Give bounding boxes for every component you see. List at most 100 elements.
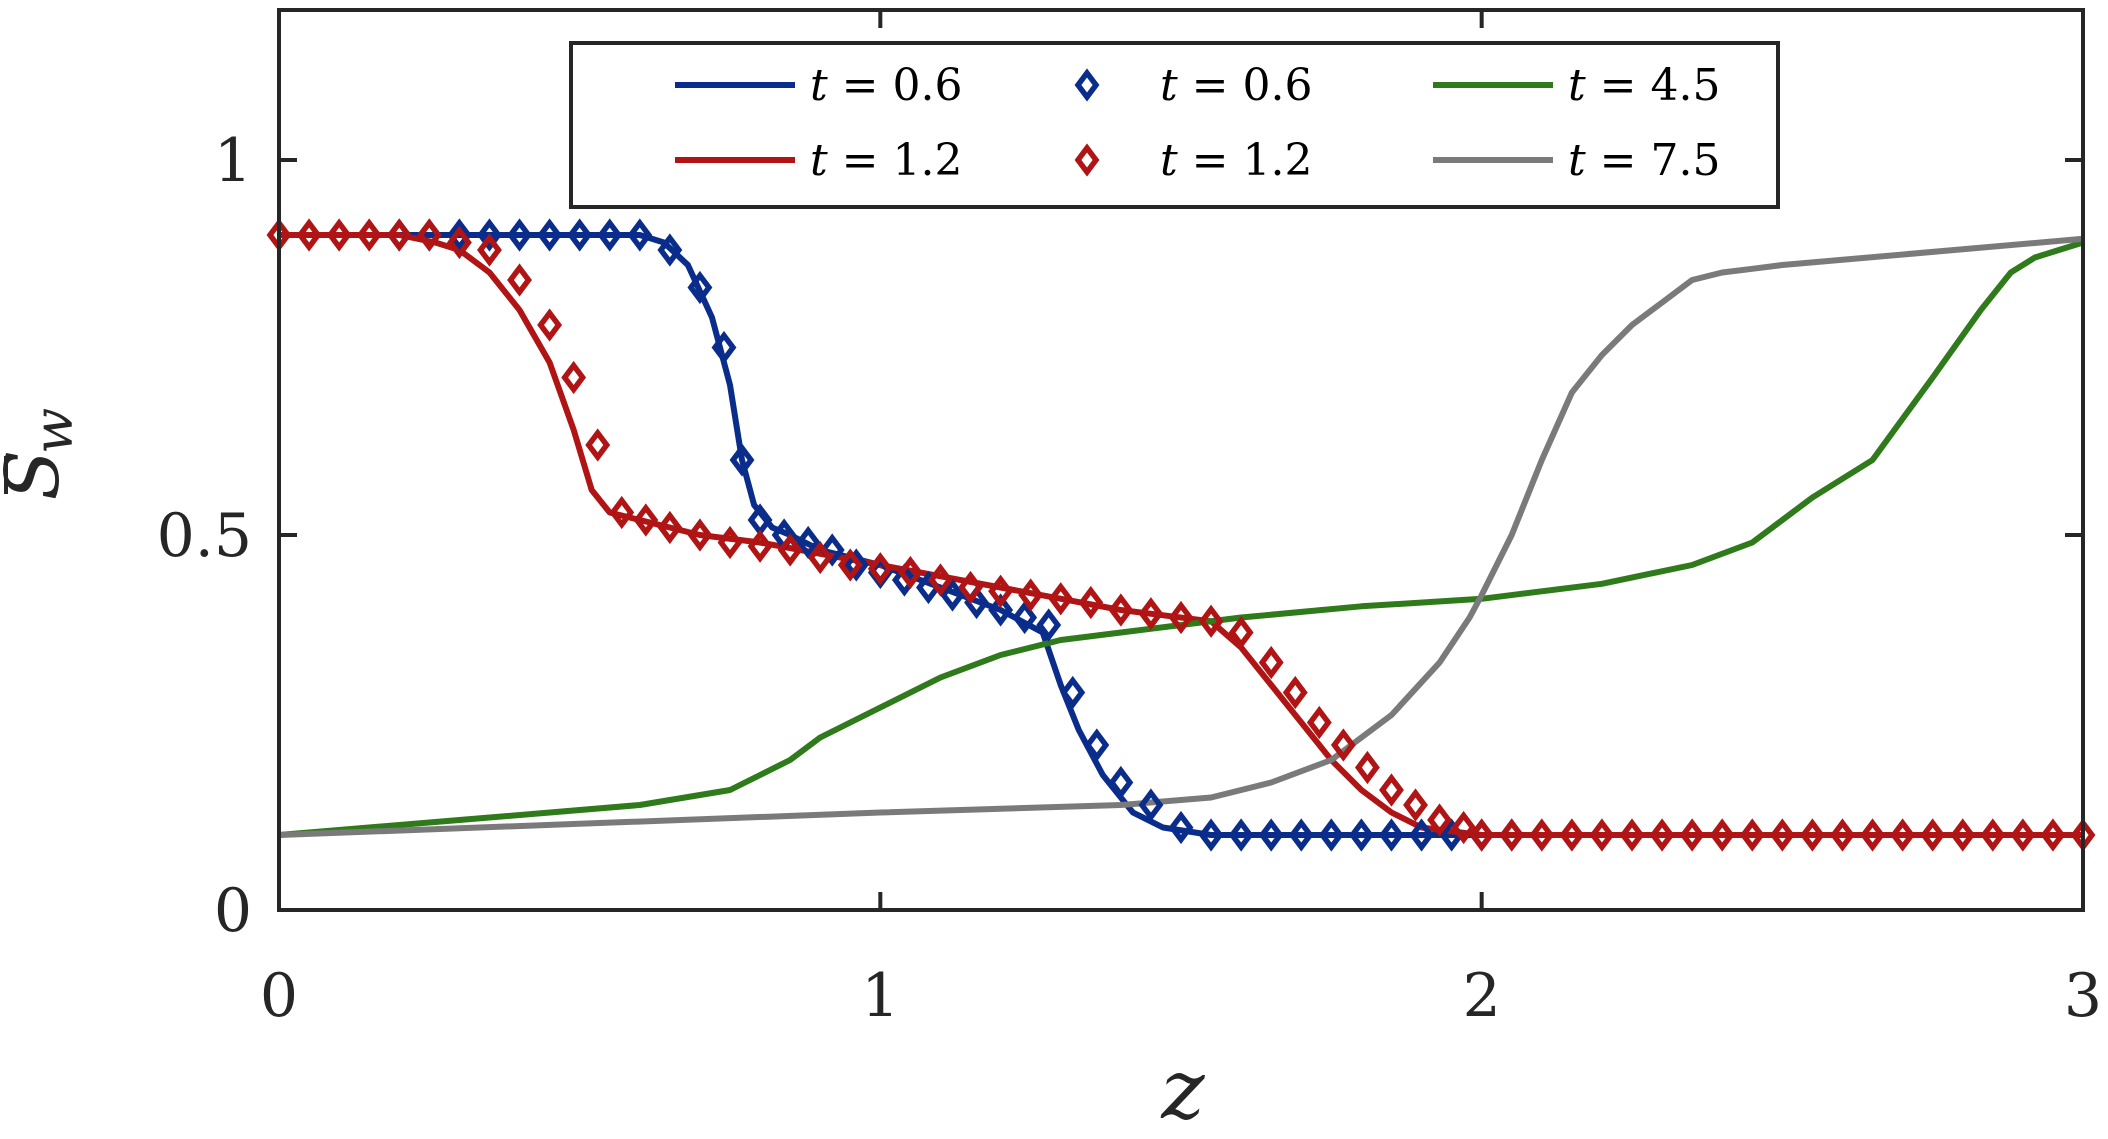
data-point (1318, 818, 1344, 852)
y-tick-label: 0 (214, 876, 252, 946)
data-point (795, 525, 821, 560)
data-point (507, 218, 532, 252)
data-point (1950, 818, 1976, 852)
data-point (1168, 810, 1194, 845)
data-point (1451, 810, 1477, 845)
data-point (1649, 818, 1675, 852)
data-point (1048, 582, 1074, 616)
axis-ticks: 0 1 2 3 0 0.5 1 (157, 10, 2102, 1031)
data-point (2040, 818, 2066, 852)
data-point (1920, 818, 1946, 852)
data-point (867, 552, 893, 586)
data-point (940, 578, 965, 612)
legend-label: t = 1.2 (1160, 135, 1313, 186)
data-point (1348, 818, 1374, 852)
data-point (1138, 597, 1164, 631)
data-point (1018, 578, 1044, 612)
data-point (1529, 818, 1555, 852)
series-0 (279, 232, 1512, 838)
series-line (279, 232, 1512, 838)
data-point (1108, 593, 1134, 627)
legend-label: t = 0.6 (810, 60, 963, 111)
data-point (609, 495, 635, 530)
legend-entry: t = 1.2 (675, 135, 963, 186)
data-point (687, 518, 713, 552)
data-point (1403, 788, 1428, 822)
data-point (807, 540, 833, 575)
data-point (1108, 765, 1134, 800)
legend-label: t = 0.6 (1160, 60, 1313, 111)
data-point (1469, 818, 1495, 852)
x-tick-label: 2 (1463, 961, 1501, 1031)
legend-box (569, 41, 1780, 209)
data-point (1980, 818, 2006, 852)
x-tick-label: 1 (861, 961, 899, 1031)
data-point (296, 218, 322, 252)
data-point (1282, 675, 1308, 710)
data-point (717, 525, 743, 560)
data-point (1330, 728, 1356, 762)
data-point (1769, 818, 1795, 852)
data-point (1288, 818, 1314, 852)
legend-label: t = 4.5 (1568, 60, 1721, 111)
data-point (958, 570, 983, 605)
data-point (326, 218, 352, 252)
series-3 (266, 218, 2096, 852)
series-4 (278, 239, 2084, 838)
x-axis-label: z (1160, 1043, 1205, 1138)
data-point (897, 555, 923, 590)
data-point (1138, 788, 1164, 822)
data-point (657, 233, 683, 267)
data-point (507, 263, 532, 297)
series-2 (386, 218, 1525, 852)
data-point (446, 225, 472, 260)
data-point (747, 529, 773, 563)
data-point (561, 360, 587, 395)
data-point (1709, 818, 1735, 852)
y-tick-label: 0.5 (157, 501, 252, 571)
data-point (1589, 818, 1615, 852)
data-point (777, 533, 803, 567)
legend-entry: t = 4.5 (1433, 60, 1721, 111)
data-point (1379, 773, 1404, 807)
data-point (446, 218, 472, 252)
legend-swatch-marker (1074, 143, 1100, 177)
legend-label: t = 1.2 (810, 135, 963, 186)
data-point (416, 218, 442, 252)
data-point (386, 218, 412, 252)
data-point (988, 574, 1014, 608)
data-point (477, 218, 502, 252)
data-point (1830, 818, 1855, 852)
data-point (1354, 750, 1380, 785)
data-point (891, 563, 917, 597)
legend-entry: t = 0.6 (1074, 60, 1313, 111)
y-axis-label-main: S (0, 450, 76, 501)
data-point (627, 218, 653, 252)
y-tick-label: 1 (214, 126, 252, 196)
data-point (1799, 818, 1825, 852)
data-point (1198, 604, 1224, 638)
legend-entry: t = 1.2 (1074, 135, 1313, 186)
series-1 (279, 232, 2083, 838)
data-point (1228, 818, 1254, 852)
legend: t = 0.6 t = 1.2 t = 0.6 t = 1.2 t = 4.5 t = 7… (569, 41, 1780, 209)
data-point (537, 308, 563, 342)
data-point (597, 218, 623, 252)
data-point (1679, 818, 1705, 852)
data-point (1168, 600, 1194, 635)
data-point (1409, 818, 1434, 852)
data-point (1258, 645, 1284, 680)
data-point (1036, 608, 1062, 642)
data-point (633, 503, 659, 537)
data-point (585, 428, 611, 462)
data-point (1084, 728, 1110, 762)
data-point (657, 510, 683, 545)
data-point (1619, 818, 1645, 852)
axes-frame (277, 8, 2085, 912)
data-point (729, 443, 755, 477)
data-point (1228, 615, 1254, 650)
data-point (1427, 803, 1453, 837)
data-point (1012, 600, 1038, 635)
data-point (1499, 818, 1525, 852)
